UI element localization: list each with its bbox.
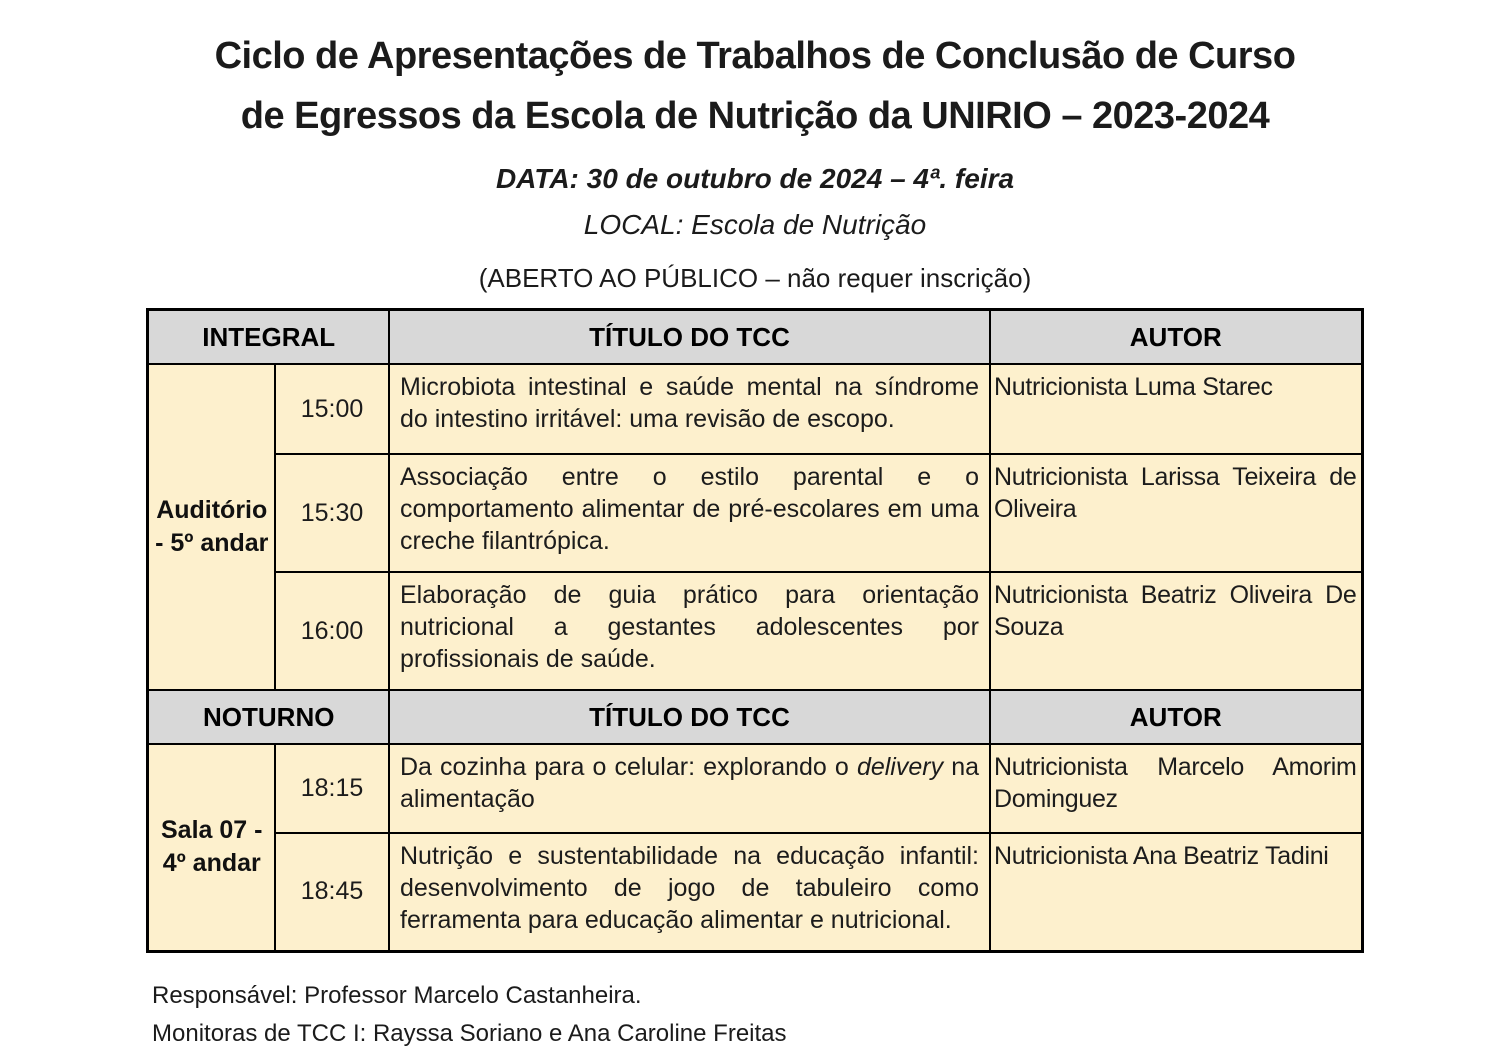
- public-note: (ABERTO AO PÚBLICO – não requer inscriçã…: [478, 263, 1032, 293]
- page-title-line2: de Egressos da Escola de Nutrição da UNI…: [240, 95, 1270, 137]
- column-header-title: TÍTULO DO TCC: [388, 308, 991, 365]
- page-title: Ciclo de Apresentações de Trabalhos de C…: [0, 26, 1510, 146]
- tcc-title-cell: Nutrição e sustentabilidade na educação …: [388, 832, 991, 952]
- responsible-line: Responsável: Professor Marcelo Castanhei…: [152, 981, 642, 1009]
- time-cell: 16:00: [273, 571, 391, 691]
- tcc-title-italic: delivery: [856, 753, 944, 781]
- table-row: Sala 07 - 4º andar 18:15 Da cozinha para…: [146, 743, 1363, 952]
- author-cell: Nutricionista Larissa Teixeira de Olivei…: [989, 453, 1363, 573]
- column-header-author: AUTOR: [989, 689, 1363, 745]
- location-line2: - 5º andar: [155, 529, 269, 557]
- author-cell: Nutricionista Ana Beatriz Tadini: [989, 832, 1363, 952]
- column-header-title: TÍTULO DO TCC: [388, 689, 991, 745]
- tcc-title-text: Da cozinha para o celular: explorando o: [400, 753, 857, 781]
- section-header-integral: INTEGRAL TÍTULO DO TCC AUTOR: [146, 308, 1363, 365]
- table-row: 16:00 Elaboração de guia prático para or…: [148, 571, 1363, 691]
- author-cell: Nutricionista Marcelo Amorim Dominguez: [989, 743, 1363, 834]
- footer-block: Responsável: Professor Marcelo Castanhei…: [152, 977, 1510, 1053]
- column-header-period: NOTURNO: [146, 689, 391, 745]
- location-cell-auditorio: Auditório - 5º andar: [146, 363, 276, 691]
- tcc-title-text: na alimentação: [400, 753, 979, 813]
- table-row: 15:30 Associação entre o estilo parental…: [148, 453, 1363, 573]
- time-cell: 18:45: [273, 832, 391, 952]
- location-line1: Sala 07 -: [161, 816, 263, 845]
- author-cell: Nutricionista Luma Starec: [989, 363, 1363, 455]
- tcc-title-cell: Microbiota intestinal e saúde mental na …: [388, 363, 991, 455]
- schedule-table: INTEGRAL TÍTULO DO TCC AUTOR Auditório -…: [146, 308, 1364, 953]
- tcc-title-cell: Da cozinha para o celular: explorando o …: [388, 743, 991, 834]
- location-line1: Auditório: [156, 496, 268, 524]
- time-cell: 15:30: [273, 453, 391, 573]
- time-cell: 15:00: [273, 363, 391, 455]
- location-cell-sala07: Sala 07 - 4º andar: [146, 743, 276, 952]
- column-header-period: INTEGRAL: [146, 308, 391, 365]
- time-cell: 18:15: [273, 743, 391, 834]
- table-row: Auditório - 5º andar 15:00 Microbiota in…: [146, 363, 1363, 691]
- header-block: Ciclo de Apresentações de Trabalhos de C…: [0, 0, 1510, 294]
- event-date: DATA: 30 de outubro de 2024 – 4ª. feira: [495, 163, 1015, 194]
- column-header-author: AUTOR: [989, 308, 1363, 365]
- table-row: 18:45 Nutrição e sustentabilidade na edu…: [148, 832, 1363, 952]
- section-header-noturno: NOTURNO TÍTULO DO TCC AUTOR: [146, 689, 1363, 745]
- event-location: LOCAL: Escola de Nutrição: [583, 209, 927, 240]
- page-title-line1: Ciclo de Apresentações de Trabalhos de C…: [214, 35, 1296, 77]
- tcc-title-cell: Elaboração de guia prático para orientaç…: [388, 571, 991, 691]
- tcc-title-cell: Associação entre o estilo parental e o c…: [388, 453, 991, 573]
- monitors-line: Monitoras de TCC I: Rayssa Soriano e Ana…: [152, 1019, 787, 1047]
- author-cell: Nutricionista Beatriz Oliveira De Souza: [989, 571, 1363, 691]
- location-line2: 4º andar: [162, 849, 261, 878]
